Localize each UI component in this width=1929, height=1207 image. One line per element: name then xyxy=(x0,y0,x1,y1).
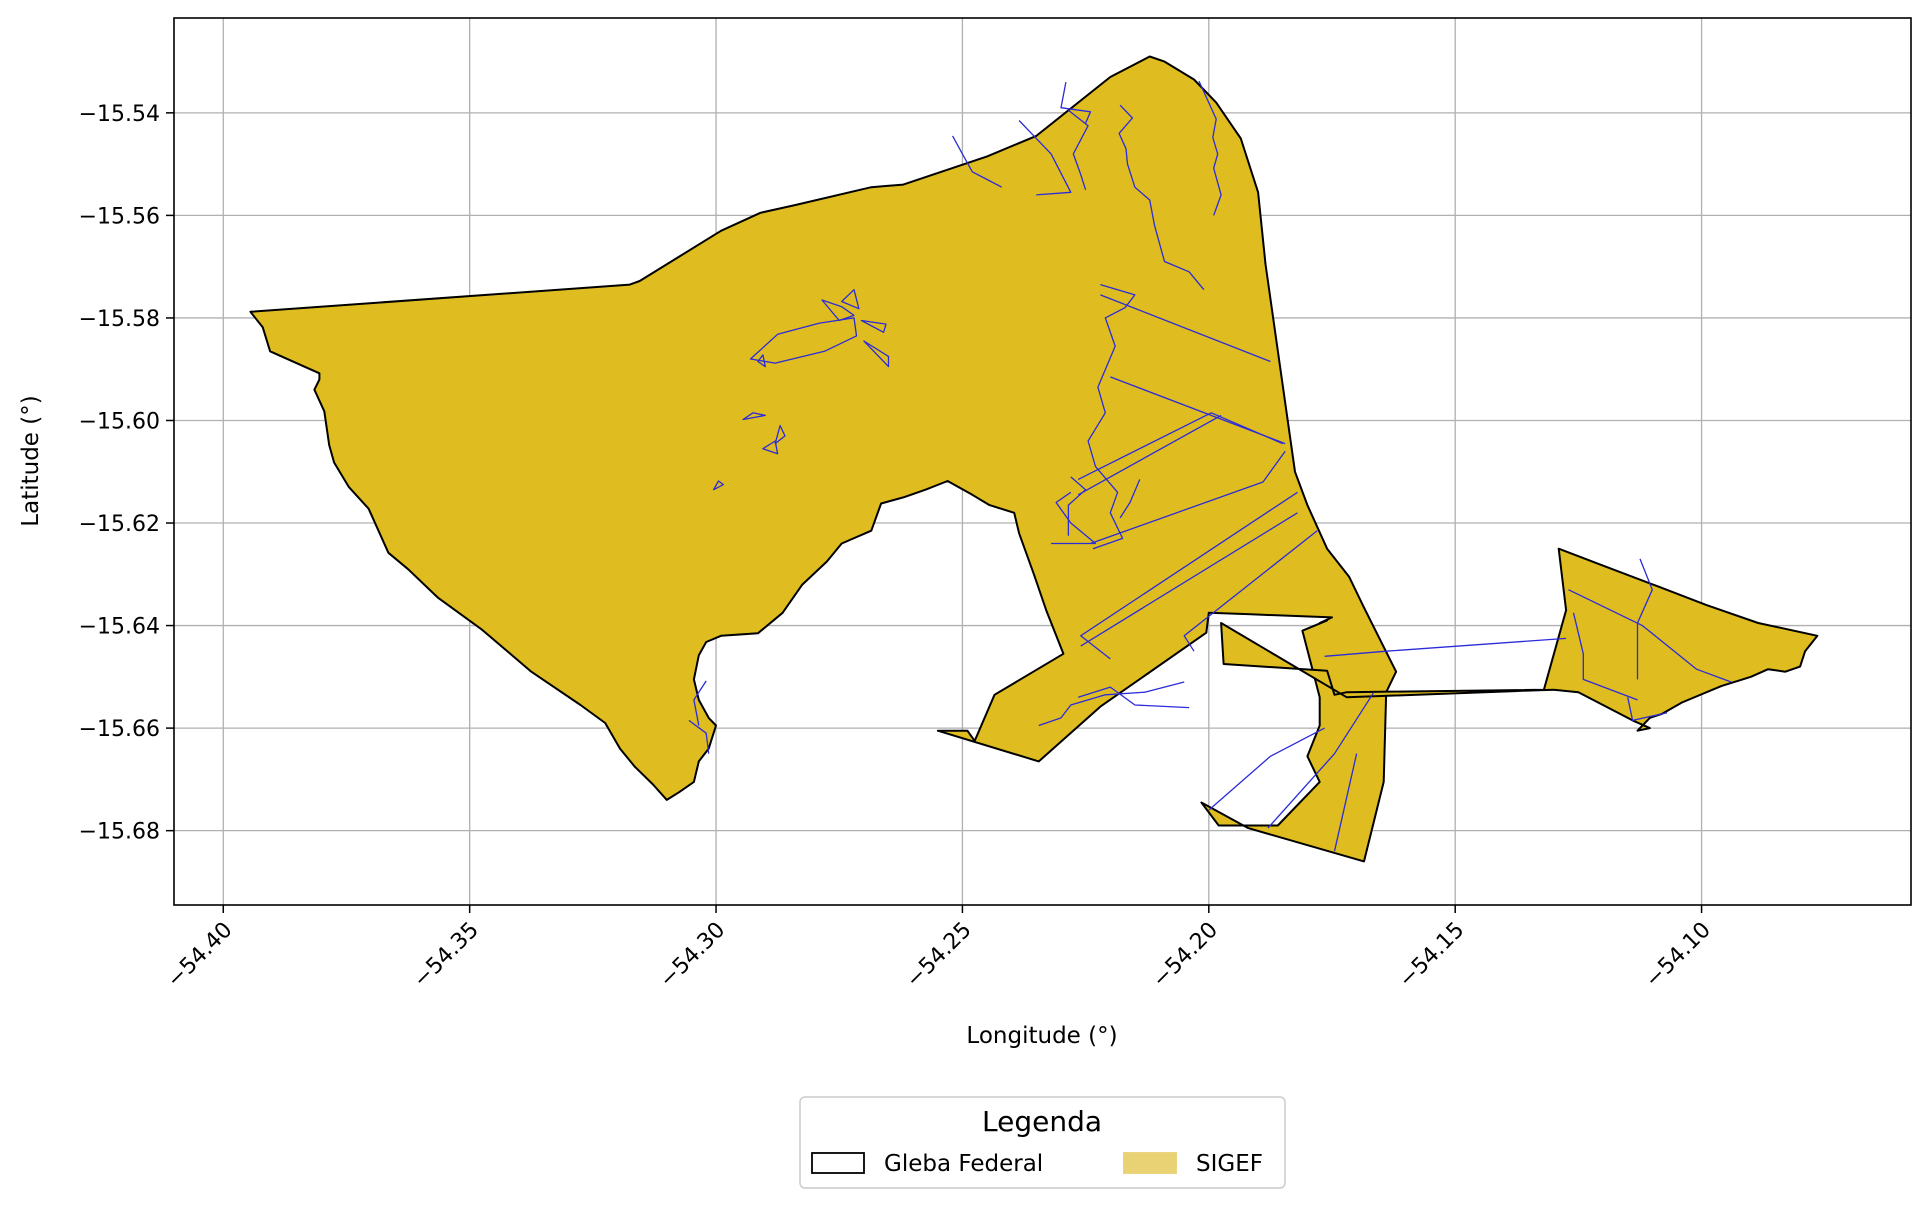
x-axis-label: Longitude (°) xyxy=(966,1023,1117,1049)
sigef-boundary-27 xyxy=(1627,697,1668,722)
sigef-boundary-0 xyxy=(1198,80,1222,216)
sigef-boundary-23 xyxy=(1324,637,1567,657)
sigef-boundary-4 xyxy=(1060,81,1092,124)
sigef-boundary-21 xyxy=(1267,691,1375,829)
legend-swatch-sigef xyxy=(1123,1152,1177,1174)
gleba-polygon-1 xyxy=(1220,547,1819,732)
sigef-parcel-1 xyxy=(821,299,855,322)
sigef-boundary-10 xyxy=(1090,450,1286,545)
sigef-boundary-29 xyxy=(688,719,710,754)
sigef-boundary-5 xyxy=(952,135,1003,188)
y-axis-label: Latitude (°) xyxy=(18,395,44,526)
sigef-boundary-2 xyxy=(1018,120,1072,196)
sigef-parcel-5 xyxy=(757,354,766,368)
legend-title: Legenda xyxy=(982,1105,1102,1138)
y-tick-label: −15.58 xyxy=(79,307,160,332)
sigef-boundary-25 xyxy=(1572,612,1638,701)
sigef-boundary-15 xyxy=(1080,491,1298,660)
legend-swatch-gleba-federal xyxy=(811,1152,865,1174)
y-tick-label: −15.66 xyxy=(79,717,160,742)
plot-frame xyxy=(173,17,1912,906)
gleba-polygon-0 xyxy=(249,55,1398,863)
y-tick-label: −15.56 xyxy=(79,204,160,229)
sigef-parcel-9 xyxy=(712,480,725,491)
sigef-parcel-0 xyxy=(749,317,858,364)
sigef-boundary-19 xyxy=(1038,681,1185,727)
legend-label-sigef: SIGEF xyxy=(1196,1151,1263,1177)
y-tick-label: −15.54 xyxy=(79,102,160,127)
sigef-boundary-18 xyxy=(1078,686,1190,709)
sigef-parcel-8 xyxy=(774,424,786,445)
sigef-boundary-24 xyxy=(1568,589,1732,683)
y-axis-ticks: −15.54 −15.56 −15.58 −15.60 −15.62 −15.64 −15.… xyxy=(79,102,174,845)
y-tick-label: −15.62 xyxy=(79,512,160,537)
y-tick-label: −15.64 xyxy=(79,615,160,640)
sigef-boundary-9 xyxy=(1077,412,1283,480)
sigef-boundary-14 xyxy=(1051,491,1097,545)
sigef-boundary-22 xyxy=(1333,753,1358,852)
sigef-parcel-2 xyxy=(841,289,860,310)
sigef-parcel-6 xyxy=(742,412,766,421)
legend-label-gleba-federal: Gleba Federal xyxy=(884,1151,1043,1177)
sigef-parcel-4 xyxy=(863,340,890,368)
sigef-boundary-12 xyxy=(1119,479,1141,519)
sigef-boundary-7 xyxy=(1100,294,1271,363)
gleba-federal-polygons xyxy=(249,55,1819,863)
sigef-boundary-17 xyxy=(1183,530,1318,652)
sigef-boundary-3 xyxy=(1067,109,1089,190)
sigef-boundary-20 xyxy=(1208,727,1325,811)
sigef-boundary-11 xyxy=(1077,414,1222,496)
y-tick-label: −15.60 xyxy=(79,409,160,434)
sigef-boundary-28 xyxy=(693,680,707,726)
legend: Legenda Gleba Federal SIGEF xyxy=(799,1096,1286,1189)
sigef-parcel-7 xyxy=(762,440,779,455)
sigef-boundary-1 xyxy=(1118,104,1205,291)
sigef-boundary-6 xyxy=(1087,283,1136,550)
sigef-boundary-16 xyxy=(1080,512,1298,647)
sigef-boundary-26 xyxy=(1636,558,1653,680)
sigef-parcel-3 xyxy=(860,319,887,333)
sigef-parcel-lines xyxy=(688,80,1732,852)
y-tick-label: −15.68 xyxy=(79,820,160,845)
